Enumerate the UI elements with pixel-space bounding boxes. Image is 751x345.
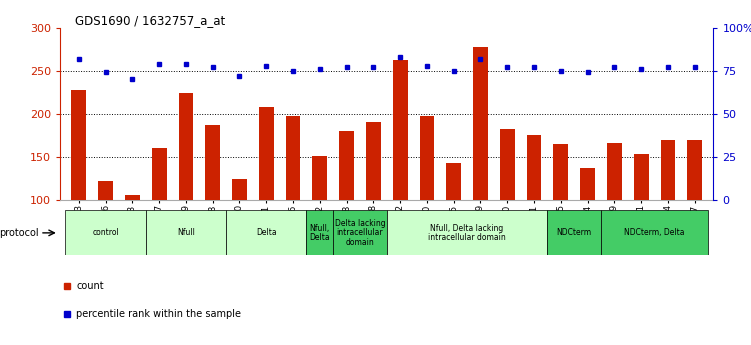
Bar	[226, 210, 306, 255]
Bar	[339, 131, 354, 200]
Bar	[285, 116, 300, 200]
Bar	[581, 168, 595, 200]
Bar	[179, 93, 193, 200]
Bar	[366, 122, 381, 200]
Bar	[393, 60, 408, 200]
Bar	[420, 116, 434, 200]
Bar	[634, 155, 649, 200]
Bar	[71, 90, 86, 200]
Bar	[500, 129, 514, 200]
Bar	[547, 210, 601, 255]
Bar	[146, 210, 226, 255]
Bar	[333, 210, 387, 255]
Bar	[312, 156, 327, 200]
Bar	[98, 181, 113, 200]
Text: Nfull: Nfull	[177, 228, 195, 237]
Text: NDCterm, Delta: NDCterm, Delta	[624, 228, 685, 237]
Text: Delta lacking
intracellular
domain: Delta lacking intracellular domain	[335, 219, 385, 247]
Bar	[387, 210, 547, 255]
Text: GDS1690 / 1632757_a_at: GDS1690 / 1632757_a_at	[75, 14, 225, 27]
Bar	[306, 210, 333, 255]
Bar	[661, 140, 675, 200]
Text: percentile rank within the sample: percentile rank within the sample	[77, 309, 241, 319]
Bar	[601, 210, 708, 255]
Text: Delta: Delta	[256, 228, 276, 237]
Bar	[232, 179, 247, 200]
Text: count: count	[77, 282, 104, 292]
Bar	[205, 125, 220, 200]
Text: Nfull, Delta lacking
intracellular domain: Nfull, Delta lacking intracellular domai…	[428, 224, 506, 242]
Text: NDCterm: NDCterm	[556, 228, 592, 237]
Bar	[65, 210, 146, 255]
Text: Nfull,
Delta: Nfull, Delta	[309, 224, 330, 242]
Bar	[125, 195, 140, 200]
Bar	[553, 144, 569, 200]
Text: control: control	[92, 228, 119, 237]
Bar	[526, 136, 541, 200]
Bar	[687, 140, 702, 200]
Bar	[152, 148, 167, 200]
Bar	[259, 107, 273, 200]
Bar	[473, 47, 488, 200]
Bar	[607, 143, 622, 200]
Text: protocol: protocol	[0, 228, 38, 238]
Bar	[446, 163, 461, 200]
